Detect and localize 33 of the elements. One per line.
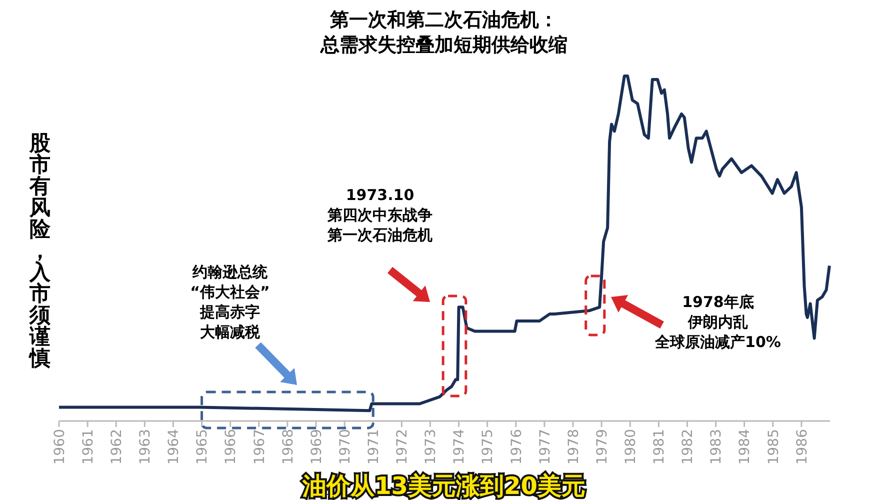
x-tick-label: 1963 [138, 429, 154, 465]
x-tick-label: 1974 [452, 428, 468, 465]
annotation: 1978年底伊朗内乱全球原油减产10% [654, 293, 781, 351]
x-tick-label: 1986 [794, 428, 810, 465]
x-tick-label: 1980 [623, 429, 640, 465]
text: 股市有风险，入市须谨慎 [30, 131, 50, 370]
x-tick-label: 1962 [109, 429, 126, 465]
x-tick-label: 1975 [480, 429, 496, 465]
x-tick-label: 1979 [594, 429, 610, 465]
x-tick-label: 1967 [252, 429, 268, 465]
x-tick-label: 1961 [80, 429, 96, 465]
x-tick-label: 1984 [737, 428, 754, 465]
x-tick-label: 1985 [766, 429, 782, 465]
x-tick-label: 1983 [708, 429, 725, 465]
annotation: 约翰逊总统“伟大社会”提高赤字大幅减税 [190, 263, 270, 341]
x-tick-label: 1978 [566, 429, 582, 465]
x-tick-label: 1968 [280, 429, 296, 465]
x-tick-label: 1966 [223, 428, 240, 465]
x-tick-label: 1965 [194, 429, 211, 465]
x-tick-label: 1977 [537, 429, 554, 465]
x-tick-label: 1982 [680, 429, 696, 465]
x-tick-label: 1971 [366, 429, 382, 465]
x-tick-label: 1981 [652, 429, 668, 465]
x-tick-label: 1964 [166, 428, 182, 465]
x-tick-label: 1972 [394, 429, 411, 465]
x-tick-label: 1970 [337, 429, 354, 465]
annotation: 1973.10第四次中东战争第一次石油危机 [326, 186, 432, 244]
x-tick-label: 1960 [52, 429, 68, 465]
x-tick-label: 1976 [508, 428, 525, 465]
text: 油价从13美元涨到20美元 [302, 472, 586, 500]
x-tick-label: 1969 [308, 429, 325, 465]
x-tick-label: 1973 [423, 429, 440, 465]
chart-title: 第一次和第二次石油危机：总需求失控叠加短期供给收缩 [320, 9, 568, 56]
